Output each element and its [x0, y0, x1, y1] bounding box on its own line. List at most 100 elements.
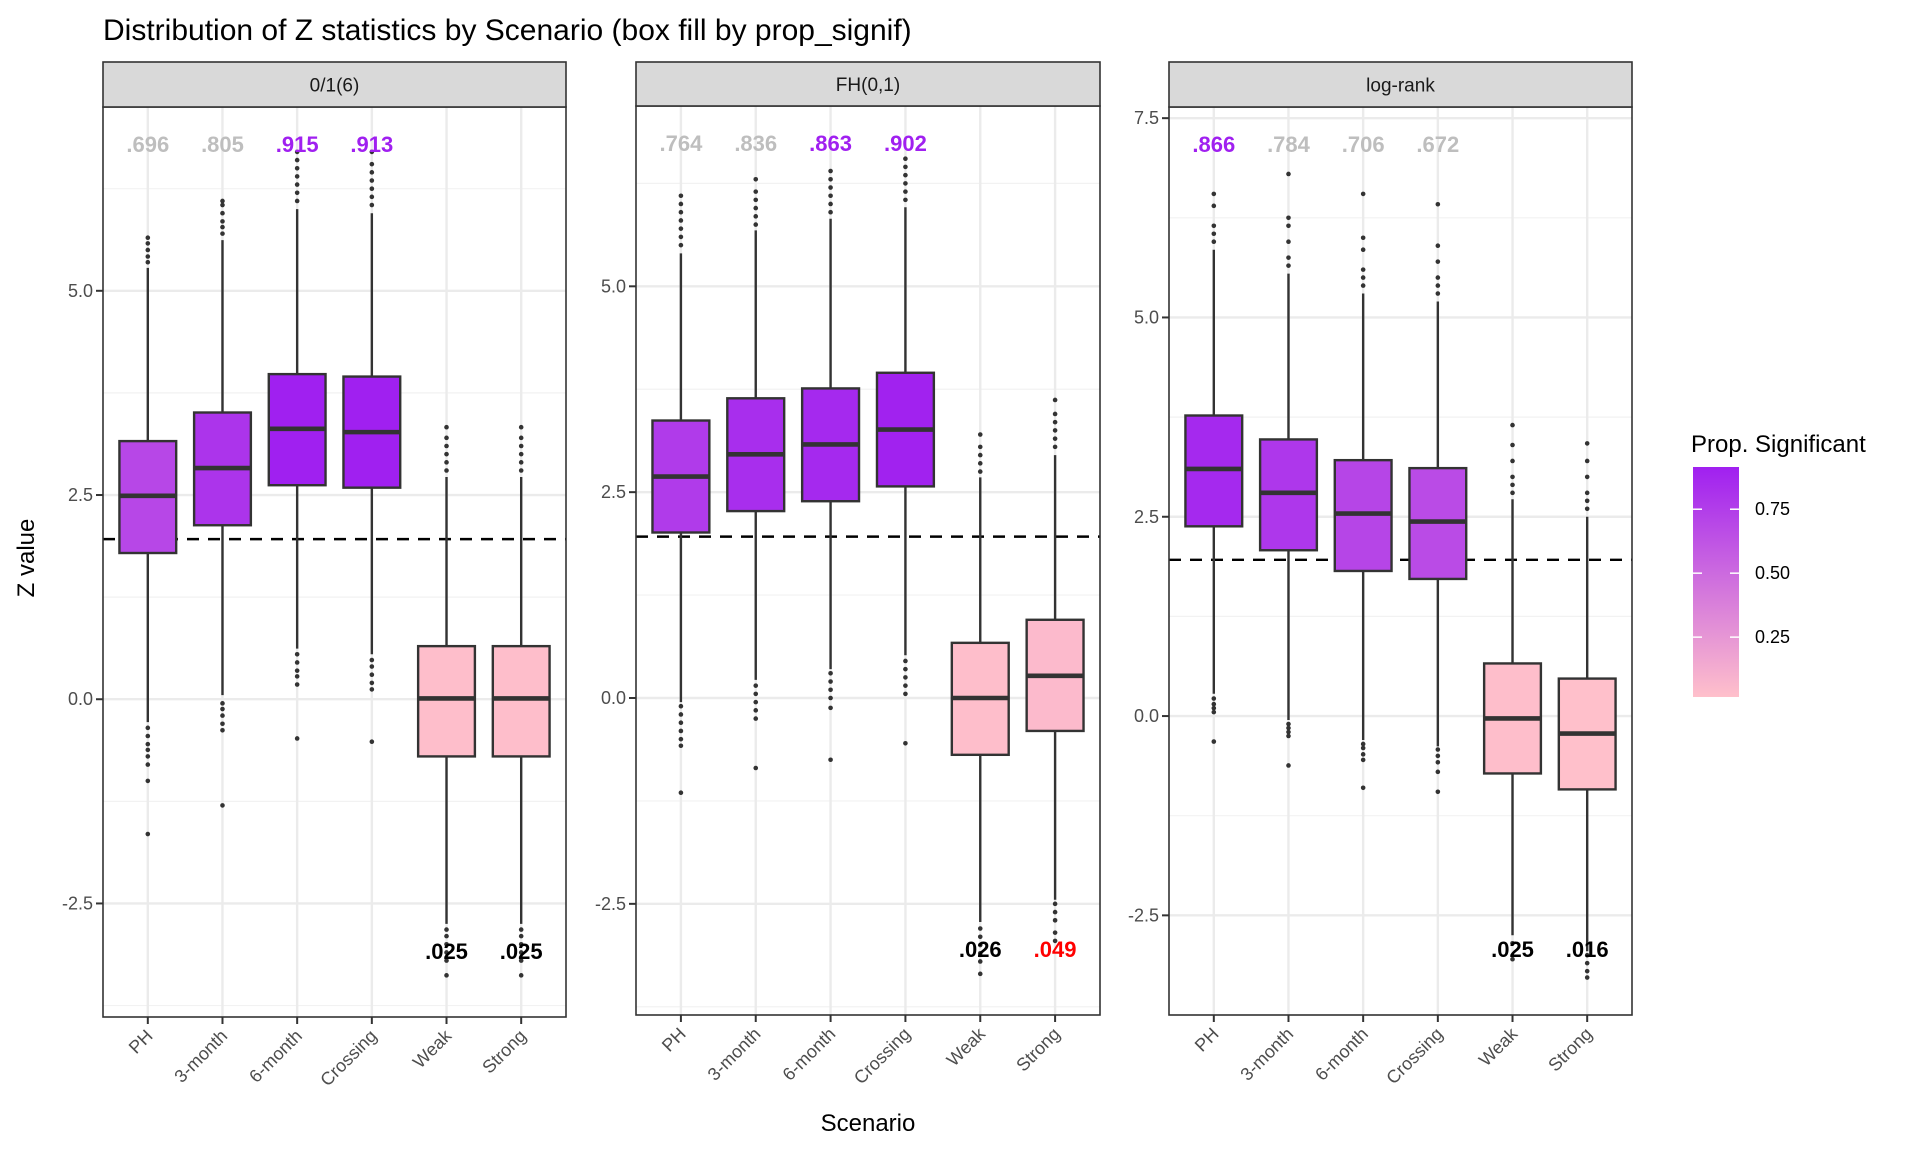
outlier-point — [828, 671, 833, 676]
box-strong: .016 — [1557, 441, 1617, 980]
outlier-point — [753, 214, 759, 219]
outlier-point — [1435, 769, 1441, 775]
outlier-point — [678, 703, 684, 709]
chart-title: Distribution of Z statistics by Scenario… — [103, 14, 912, 47]
outlier-point — [1052, 909, 1058, 915]
outlier-point — [518, 927, 524, 932]
outlier-point — [678, 242, 684, 248]
y-tick-label: 0.0 — [68, 689, 93, 709]
outlier-point — [518, 958, 524, 963]
outlier-point — [678, 743, 684, 749]
outlier-point — [828, 679, 833, 684]
outlier-point — [977, 461, 983, 466]
y-tick-label: 5.0 — [1134, 307, 1159, 327]
outlier-point — [678, 201, 684, 207]
y-axis-title: Z value — [13, 519, 40, 598]
outlier-point — [1360, 741, 1366, 747]
box-3-month: .784 — [1258, 132, 1319, 768]
outlier-point — [518, 950, 524, 955]
prop-signif-label: .696 — [126, 132, 169, 157]
outlier-point — [294, 149, 300, 155]
outlier-point — [294, 660, 300, 665]
outlier-point — [444, 950, 449, 955]
outlier-point — [828, 201, 833, 207]
outlier-point — [678, 193, 684, 199]
outlier-point — [903, 675, 908, 680]
outlier-point — [145, 741, 151, 747]
panel-background — [636, 106, 1100, 1015]
outlier-point — [518, 451, 524, 457]
colorbar-tick-label: 0.25 — [1755, 627, 1790, 647]
outlier-point — [1584, 960, 1590, 966]
outlier-point — [1584, 441, 1590, 446]
outlier-point — [294, 668, 300, 673]
panel-background — [103, 107, 566, 1017]
outlier-point — [1211, 701, 1217, 707]
outlier-point — [294, 652, 300, 657]
box-weak: .025 — [1482, 422, 1543, 962]
outlier-point — [1211, 223, 1217, 229]
outlier-point — [977, 452, 983, 458]
outlier-point — [678, 712, 684, 717]
box-weak: .025 — [416, 424, 477, 978]
outlier-point — [678, 209, 684, 215]
outlier-point — [1435, 283, 1441, 288]
box-strong: .025 — [491, 424, 551, 978]
outlier-point — [220, 224, 225, 230]
box-3-month: .836 — [726, 131, 786, 771]
outlier-point — [1052, 938, 1058, 944]
outlier-point — [753, 189, 759, 194]
outlier-point — [977, 942, 983, 948]
outlier-point — [1584, 474, 1590, 480]
outlier-point — [903, 683, 908, 688]
outlier-point — [369, 170, 375, 175]
outlier-point — [294, 682, 300, 687]
outlier-point — [1510, 956, 1515, 962]
outlier-point — [220, 721, 225, 727]
outlier-point — [828, 193, 833, 199]
outlier-point — [903, 156, 908, 161]
outlier-point — [1211, 191, 1217, 197]
outlier-point — [518, 933, 524, 939]
outlier-point — [145, 235, 151, 241]
outlier-point — [1211, 203, 1217, 209]
outlier-point — [145, 247, 151, 253]
outlier-point — [903, 181, 908, 186]
outlier-point — [1286, 239, 1291, 245]
outlier-point — [1052, 419, 1058, 425]
outlier-point — [678, 736, 684, 742]
prop-signif-label: .863 — [809, 131, 852, 156]
outlier-point — [678, 226, 684, 231]
outlier-point — [977, 444, 983, 450]
outlier-point — [977, 959, 983, 964]
outlier-point — [444, 435, 449, 441]
outlier-point — [753, 205, 759, 211]
box-6-month: .863 — [800, 131, 861, 763]
outlier-point — [220, 701, 225, 706]
outlier-point — [369, 186, 375, 191]
outlier-point — [369, 202, 375, 208]
outlier-point — [294, 736, 300, 741]
colorbar-tick-label: 0.75 — [1755, 499, 1790, 519]
box-crossing: .672 — [1408, 132, 1468, 795]
outlier-point — [977, 432, 983, 437]
outlier-point — [678, 234, 684, 240]
outlier-point — [145, 259, 151, 265]
outlier-point — [220, 202, 225, 208]
outlier-point — [1360, 275, 1366, 280]
box-iqr — [491, 644, 551, 758]
x-tick-label: Weak — [943, 1023, 990, 1070]
outlier-point — [1211, 739, 1217, 744]
prop-signif-label: .025 — [500, 939, 543, 964]
x-tick-label: Weak — [1475, 1023, 1522, 1070]
outlier-point — [977, 950, 983, 956]
outlier-point — [145, 754, 151, 759]
outlier-point — [828, 168, 833, 174]
outlier-point — [1211, 709, 1217, 715]
legend-title: Prop. Significant — [1691, 431, 1866, 458]
outlier-point — [1360, 752, 1366, 757]
outlier-point — [678, 218, 684, 223]
box-ph: .696 — [118, 132, 178, 837]
outlier-point — [1360, 247, 1366, 252]
